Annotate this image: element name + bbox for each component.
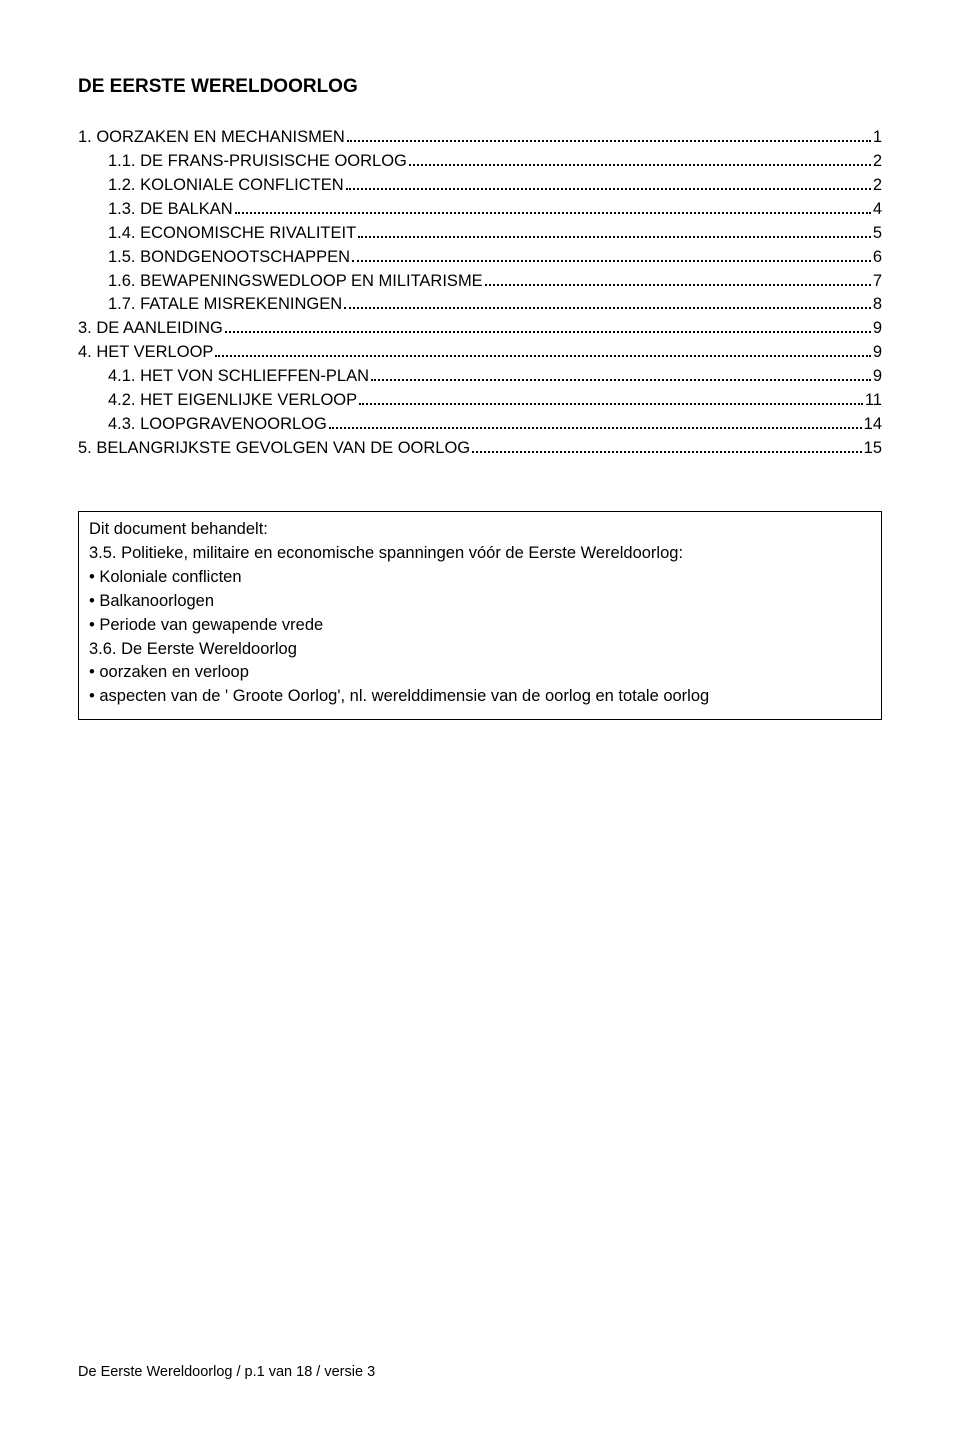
table-of-contents: 1. OORZAKEN EN MECHANISMEN 1 1.1. DE FRAN… bbox=[78, 126, 882, 461]
toc-label: 1.2. KOLONIALE CONFLICTEN bbox=[78, 174, 344, 198]
toc-label: 1.5. BONDGENOOTSCHAPPEN bbox=[78, 246, 350, 270]
toc-page-number: 9 bbox=[873, 317, 882, 341]
toc-leader-dots bbox=[235, 199, 871, 214]
toc-page-number: 9 bbox=[873, 341, 882, 365]
toc-row: 1.5. BONDGENOOTSCHAPPEN 6 bbox=[78, 246, 882, 270]
toc-leader-dots bbox=[347, 127, 871, 142]
toc-row: 1.1. DE FRANS-PRUISISCHE OORLOG 2 bbox=[78, 150, 882, 174]
toc-leader-dots bbox=[225, 319, 871, 334]
document-page: DE EERSTE WERELDOORLOG 1. OORZAKEN EN ME… bbox=[0, 0, 960, 1440]
page-footer: De Eerste Wereldoorlog / p.1 van 18 / ve… bbox=[78, 1364, 375, 1380]
toc-label: 4.1. HET VON SCHLIEFFEN-PLAN bbox=[78, 365, 369, 389]
toc-row: 1.3. DE BALKAN 4 bbox=[78, 198, 882, 222]
toc-page-number: 2 bbox=[873, 150, 882, 174]
toc-page-number: 14 bbox=[864, 413, 882, 437]
toc-page-number: 8 bbox=[873, 293, 882, 317]
toc-row: 4.1. HET VON SCHLIEFFEN-PLAN 9 bbox=[78, 365, 882, 389]
toc-row: 1.2. KOLONIALE CONFLICTEN 2 bbox=[78, 174, 882, 198]
toc-page-number: 9 bbox=[873, 365, 882, 389]
toc-label: 1.1. DE FRANS-PRUISISCHE OORLOG bbox=[78, 150, 407, 174]
toc-leader-dots bbox=[485, 271, 871, 286]
toc-row: 4.3. LOOPGRAVENOORLOG 14 bbox=[78, 413, 882, 437]
toc-row: 3. DE AANLEIDING 9 bbox=[78, 317, 882, 341]
summary-bullet: • Periode van gewapende vrede bbox=[89, 614, 871, 638]
toc-page-number: 7 bbox=[873, 270, 882, 294]
toc-label: 5. BELANGRIJKSTE GEVOLGEN VAN DE OORLOG bbox=[78, 437, 470, 461]
summary-block1-intro: 3.5. Politieke, militaire en economische… bbox=[89, 542, 871, 566]
summary-bullet: • Koloniale conflicten bbox=[89, 566, 871, 590]
toc-label: 1.6. BEWAPENINGSWEDLOOP EN MILITARISME bbox=[78, 270, 483, 294]
toc-leader-dots bbox=[359, 390, 863, 405]
summary-bullet: • aspecten van de ' Groote Oorlog', nl. … bbox=[89, 685, 871, 709]
toc-leader-dots bbox=[409, 151, 871, 166]
toc-page-number: 1 bbox=[873, 126, 882, 150]
toc-label: 4.3. LOOPGRAVENOORLOG bbox=[78, 413, 327, 437]
toc-leader-dots bbox=[358, 223, 871, 238]
toc-label: 3. DE AANLEIDING bbox=[78, 317, 223, 341]
toc-leader-dots bbox=[215, 342, 870, 357]
toc-row: 4. HET VERLOOP 9 bbox=[78, 341, 882, 365]
toc-row: 4.2. HET EIGENLIJKE VERLOOP 11 bbox=[78, 389, 882, 413]
summary-heading: Dit document behandelt: bbox=[89, 518, 871, 542]
toc-leader-dots bbox=[329, 414, 862, 429]
summary-block2-intro: 3.6. De Eerste Wereldoorlog bbox=[89, 638, 871, 662]
toc-page-number: 6 bbox=[873, 246, 882, 270]
toc-leader-dots bbox=[344, 295, 871, 310]
toc-page-number: 4 bbox=[873, 198, 882, 222]
toc-label: 4. HET VERLOOP bbox=[78, 341, 213, 365]
toc-row: 1. OORZAKEN EN MECHANISMEN 1 bbox=[78, 126, 882, 150]
toc-label: 4.2. HET EIGENLIJKE VERLOOP bbox=[78, 389, 357, 413]
toc-page-number: 5 bbox=[873, 222, 882, 246]
toc-label: 1.4. ECONOMISCHE RIVALITEIT bbox=[78, 222, 356, 246]
toc-leader-dots bbox=[352, 247, 871, 262]
toc-label: 1.3. DE BALKAN bbox=[78, 198, 233, 222]
toc-page-number: 2 bbox=[873, 174, 882, 198]
toc-leader-dots bbox=[472, 438, 862, 453]
summary-block1-bullets: • Koloniale conflicten• Balkanoorlogen• … bbox=[89, 566, 871, 638]
summary-block2-bullets: • oorzaken en verloop• aspecten van de '… bbox=[89, 661, 871, 709]
toc-row: 1.6. BEWAPENINGSWEDLOOP EN MILITARISME 7 bbox=[78, 270, 882, 294]
toc-label: 1. OORZAKEN EN MECHANISMEN bbox=[78, 126, 345, 150]
toc-page-number: 15 bbox=[864, 437, 882, 461]
document-title: DE EERSTE WERELDOORLOG bbox=[78, 76, 882, 98]
toc-row: 1.7. FATALE MISREKENINGEN 8 bbox=[78, 293, 882, 317]
toc-leader-dots bbox=[371, 366, 871, 381]
summary-bullet: • oorzaken en verloop bbox=[89, 661, 871, 685]
toc-row: 1.4. ECONOMISCHE RIVALITEIT 5 bbox=[78, 222, 882, 246]
toc-row: 5. BELANGRIJKSTE GEVOLGEN VAN DE OORLOG 1… bbox=[78, 437, 882, 461]
summary-box: Dit document behandelt: 3.5. Politieke, … bbox=[78, 511, 882, 720]
toc-label: 1.7. FATALE MISREKENINGEN bbox=[78, 293, 342, 317]
toc-page-number: 11 bbox=[865, 389, 882, 413]
toc-leader-dots bbox=[346, 175, 871, 190]
summary-bullet: • Balkanoorlogen bbox=[89, 590, 871, 614]
